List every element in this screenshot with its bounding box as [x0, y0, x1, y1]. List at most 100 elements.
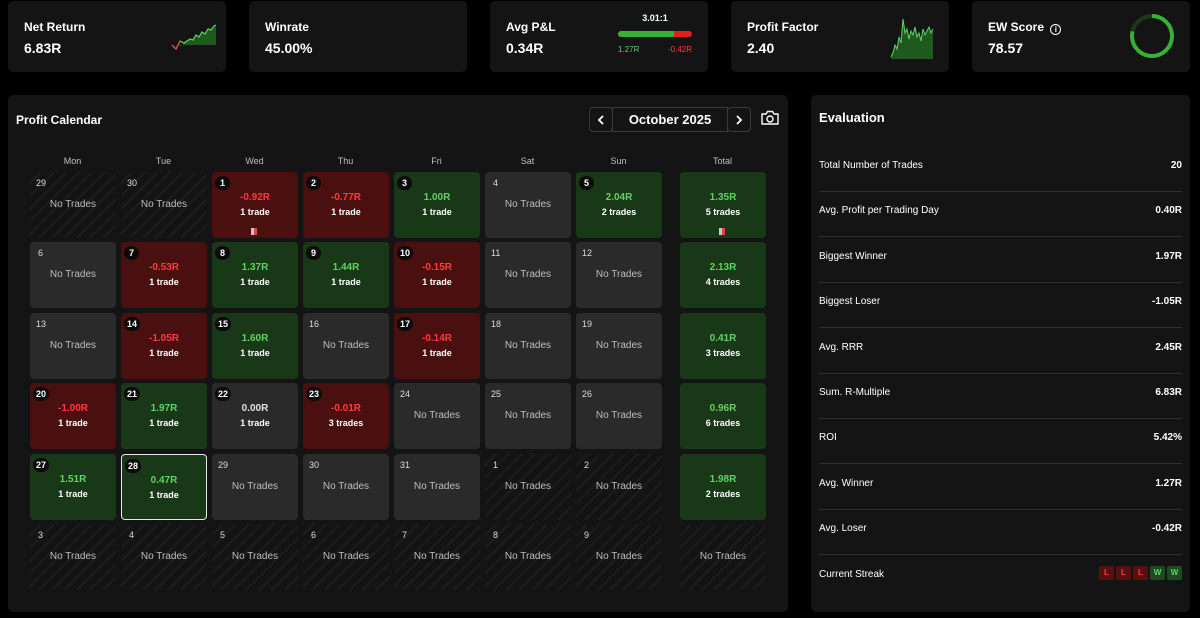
day-number: 6: [37, 248, 43, 258]
calendar-day-cell[interactable]: 26 No Trades: [576, 383, 662, 449]
no-trades-label: No Trades: [595, 340, 643, 351]
day-number: 22: [215, 387, 232, 401]
no-trades-label: No Trades: [595, 481, 643, 492]
streak-win-badge: W: [1167, 565, 1182, 580]
calendar-day-cell[interactable]: 16 No Trades: [303, 313, 389, 379]
streak-win-badge: W: [1150, 565, 1165, 580]
day-number: 7: [124, 246, 139, 260]
week-total-cell[interactable]: 0.41R 3 trades: [680, 313, 766, 379]
calendar-day-cell[interactable]: 3 No Trades: [30, 524, 116, 590]
no-trades-label: No Trades: [595, 551, 643, 562]
calendar-day-cell[interactable]: 22 0.00R 1 trade: [212, 383, 298, 449]
day-trade-count: 1 trade: [240, 207, 270, 217]
calendar-day-cell[interactable]: 19 No Trades: [576, 313, 662, 379]
evaluation-value: 5.42%: [1153, 432, 1182, 444]
calendar-day-cell[interactable]: 18 No Trades: [485, 313, 571, 379]
calendar-day-cell[interactable]: 15 1.60R 1 trade: [212, 313, 298, 379]
prev-month-button[interactable]: [589, 107, 613, 132]
day-trade-count: 1 trade: [422, 277, 452, 287]
camera-button[interactable]: [760, 109, 782, 129]
evaluation-row: Biggest Loser -1.05R: [819, 283, 1182, 329]
calendar-day-cell[interactable]: 29 No Trades: [30, 172, 116, 238]
day-number: 12: [582, 248, 593, 258]
calendar-day-cell[interactable]: 12 No Trades: [576, 242, 662, 308]
day-number: 4: [492, 178, 498, 188]
week-total-cell[interactable]: 2.13R 4 trades: [680, 242, 766, 308]
day-number: 20: [33, 387, 50, 401]
month-label[interactable]: October 2025: [612, 107, 728, 132]
day-number: 31: [400, 460, 411, 470]
info-icon[interactable]: i: [1050, 24, 1062, 35]
calendar-day-cell[interactable]: 5 No Trades: [212, 524, 298, 590]
day-number: 15: [215, 317, 232, 331]
camera-icon: [761, 110, 779, 125]
no-trades-label: No Trades: [322, 551, 370, 562]
evaluation-label: Avg. Profit per Trading Day: [819, 205, 939, 217]
day-r-value: 0.47R: [150, 475, 178, 486]
calendar-day-cell[interactable]: 21 1.97R 1 trade: [121, 383, 207, 449]
calendar-day-cell[interactable]: 6 No Trades: [30, 242, 116, 308]
no-trades-label: No Trades: [413, 551, 461, 562]
day-trade-count: 6 trades: [705, 418, 741, 428]
avg-loss-value: -0.42R: [667, 45, 692, 54]
calendar-day-cell[interactable]: 9 1.44R 1 trade: [303, 242, 389, 308]
day-number: 29: [36, 178, 47, 188]
calendar-day-cell[interactable]: 11 No Trades: [485, 242, 571, 308]
calendar-day-cell[interactable]: 13 No Trades: [30, 313, 116, 379]
calendar-day-cell[interactable]: 30 No Trades: [303, 454, 389, 520]
week-total-cell[interactable]: 0.96R 6 trades: [680, 383, 766, 449]
week-total-cell[interactable]: 1.35R 5 trades: [680, 172, 766, 238]
week-total-cell[interactable]: 1.98R 2 trades: [680, 454, 766, 520]
no-trades-label: No Trades: [504, 199, 552, 210]
calendar-day-cell[interactable]: 17 -0.14R 1 trade: [394, 313, 480, 379]
calendar-day-cell[interactable]: 4 No Trades: [485, 172, 571, 238]
day-trade-count: 2 trades: [601, 207, 637, 217]
day-number: 30: [127, 178, 138, 188]
calendar-day-cell[interactable]: 8 1.37R 1 trade: [212, 242, 298, 308]
weekday-thu: Thu: [337, 156, 354, 166]
avg-pnl-bar: [618, 31, 692, 37]
calendar-day-cell[interactable]: 5 2.04R 2 trades: [576, 172, 662, 238]
calendar-day-cell[interactable]: 10 -0.15R 1 trade: [394, 242, 480, 308]
no-trades-label: No Trades: [504, 551, 552, 562]
day-number: 9: [306, 246, 321, 260]
weekday-tue: Tue: [155, 156, 172, 166]
calendar-day-cell[interactable]: 7 -0.53R 1 trade: [121, 242, 207, 308]
calendar-day-cell[interactable]: 20 -1.00R 1 trade: [30, 383, 116, 449]
weekday-total: Total: [712, 156, 732, 166]
calendar-day-cell[interactable]: 1 -0.92R 1 trade: [212, 172, 298, 238]
calendar-day-cell[interactable]: 3 1.00R 1 trade: [394, 172, 480, 238]
calendar-day-cell[interactable]: 6 No Trades: [303, 524, 389, 590]
next-month-button[interactable]: [727, 107, 751, 132]
calendar-day-cell[interactable]: 27 1.51R 1 trade: [30, 454, 116, 520]
day-number: 2: [306, 176, 321, 190]
calendar-day-cell[interactable]: 1 No Trades: [485, 454, 571, 520]
evaluation-panel: [811, 95, 1190, 612]
calendar-day-cell[interactable]: 7 No Trades: [394, 524, 480, 590]
calendar-day-cell[interactable]: 23 -0.01R 3 trades: [303, 383, 389, 449]
evaluation-row: Avg. RRR 2.45R: [819, 329, 1182, 374]
day-r-value: 1.35R: [709, 192, 737, 203]
calendar-day-cell[interactable]: 24 No Trades: [394, 383, 480, 449]
calendar-day-cell[interactable]: 9 No Trades: [576, 524, 662, 590]
day-number: 1: [492, 460, 498, 470]
calendar-day-cell[interactable]: 30 No Trades: [121, 172, 207, 238]
avg-win-value: 1.27R: [618, 45, 640, 54]
week-total-cell[interactable]: No Trades: [680, 524, 766, 590]
day-trade-count: 1 trade: [422, 348, 452, 358]
calendar-day-cell[interactable]: 14 -1.05R 1 trade: [121, 313, 207, 379]
day-number: 14: [124, 317, 141, 331]
avg-pnl-bar-win: [618, 31, 674, 37]
calendar-day-cell[interactable]: 2 No Trades: [576, 454, 662, 520]
calendar-day-cell[interactable]: 28 0.47R 1 trade: [121, 454, 207, 520]
calendar-day-cell[interactable]: 4 No Trades: [121, 524, 207, 590]
calendar-day-cell[interactable]: 29 No Trades: [212, 454, 298, 520]
calendar-day-cell[interactable]: 25 No Trades: [485, 383, 571, 449]
calendar-day-cell[interactable]: 31 No Trades: [394, 454, 480, 520]
day-trade-count: 1 trade: [331, 207, 361, 217]
profit-factor-value: 2.40: [747, 40, 775, 56]
weekday-fri: Fri: [431, 156, 442, 166]
calendar-day-cell[interactable]: 2 -0.77R 1 trade: [303, 172, 389, 238]
no-trades-label: No Trades: [140, 199, 188, 210]
calendar-day-cell[interactable]: 8 No Trades: [485, 524, 571, 590]
